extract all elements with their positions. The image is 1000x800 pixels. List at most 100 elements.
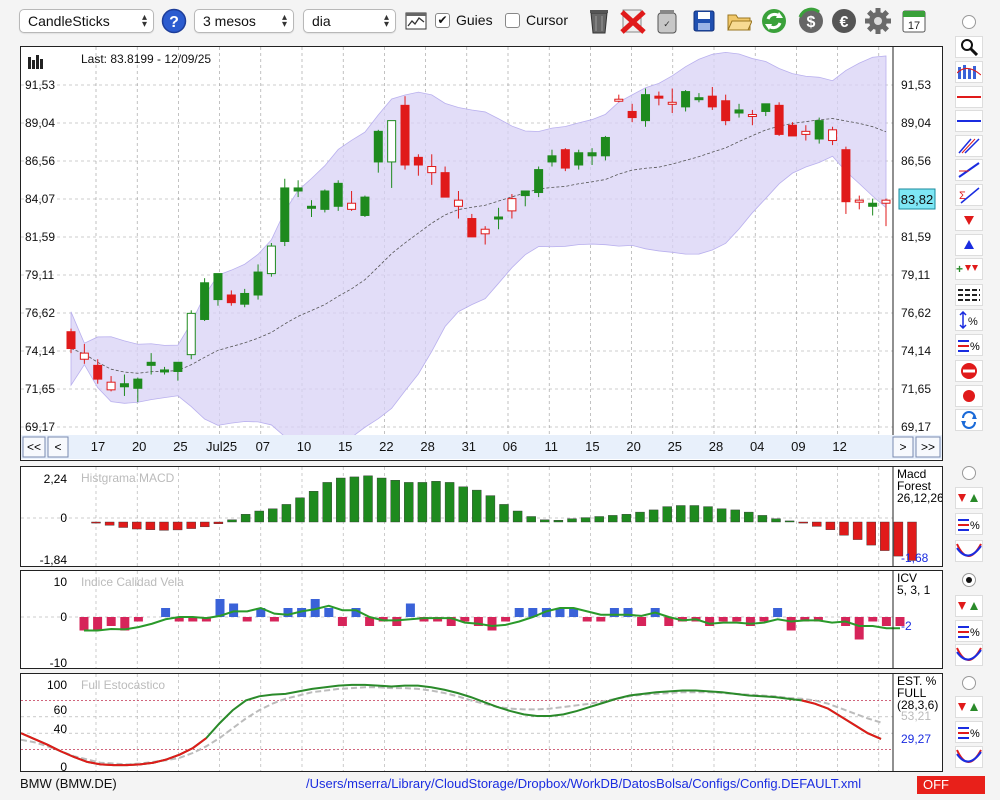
horizontal-red-line-button[interactable]	[955, 86, 983, 108]
cursor-checkbox[interactable]	[505, 12, 520, 28]
icv-bar	[446, 617, 456, 626]
candle	[240, 288, 250, 308]
nav-first-button[interactable]	[22, 436, 46, 458]
icv-bar	[310, 599, 320, 617]
price-chart-panel[interactable]: Last: 83.8199 - 12/09/25 91,53 91,53 89,04…	[20, 46, 943, 461]
trash-button[interactable]	[584, 6, 614, 36]
help-button[interactable]: ?	[159, 6, 189, 36]
percent-lines-button[interactable]: %	[955, 334, 983, 356]
icv-bar	[745, 617, 755, 626]
stochastic-signals-button[interactable]	[955, 696, 983, 718]
candlestick-chart[interactable]: Last: 83.8199 - 12/09/25 91,53 91,53 89,04…	[21, 47, 942, 460]
add-signals-button[interactable]: +	[955, 258, 983, 280]
delete-button[interactable]	[618, 6, 648, 36]
stochastic-percent-button[interactable]: %	[955, 721, 983, 743]
stochastic-d-line	[20, 686, 882, 766]
calendar-icon: 17	[902, 10, 926, 33]
interval-select[interactable]: dia ▴ ▾	[303, 9, 396, 33]
horizontal-blue-line-button[interactable]	[955, 110, 983, 132]
icv-chart[interactable]: Indice Calidad Vela 10 0 -10 ICV 5, 3, 1…	[21, 571, 942, 670]
settings-button[interactable]	[863, 6, 893, 36]
icv-bar	[106, 617, 116, 626]
icv-bar	[582, 617, 592, 622]
save-button[interactable]	[689, 6, 719, 36]
clear-drawings-button[interactable]	[955, 360, 983, 382]
chart-window-button[interactable]	[401, 6, 431, 36]
stochastic-panel[interactable]: Full Estocastico 100 60 40 0 EST. % FULL…	[20, 673, 943, 774]
icv-bar	[79, 617, 89, 631]
candle	[333, 180, 343, 211]
cursor-toggle[interactable]: Cursor	[505, 12, 568, 28]
date-label: 15	[338, 439, 352, 454]
svg-text:✓: ✓	[663, 19, 671, 29]
buy-signal-button[interactable]	[955, 234, 983, 256]
open-folder-button[interactable]	[724, 6, 754, 36]
nav-prev-button[interactable]	[47, 436, 69, 458]
macd-panel[interactable]: Histgrama MACD 2,24 0 -1,84 Macd Forest …	[20, 466, 944, 567]
macd-bar	[363, 475, 373, 523]
bar-tool-button[interactable]	[955, 61, 983, 83]
icv-percent-button[interactable]: %	[955, 620, 983, 642]
macd-bar	[703, 506, 713, 523]
macd-percent-button[interactable]: %	[955, 513, 983, 535]
swap-button[interactable]	[955, 409, 983, 431]
candle	[587, 148, 597, 165]
off-status-button[interactable]: OFF	[917, 776, 985, 794]
macd-histogram[interactable]: Histgrama MACD 2,24 0 -1,84 Macd Forest …	[21, 467, 944, 567]
channel-tool-button[interactable]	[955, 135, 983, 157]
candle	[387, 120, 397, 188]
icv-bar	[174, 617, 184, 622]
fibonacci-tool-button[interactable]: Σ	[955, 184, 983, 206]
date-label: 20	[626, 439, 640, 454]
percent-lines-icon: %	[958, 519, 980, 532]
chevron-updown-icon: ▴ ▾	[281, 12, 287, 30]
main-panel-radio[interactable]	[962, 15, 976, 29]
percent-range-button[interactable]: %	[955, 309, 983, 331]
price-tick-right: 91,53	[901, 78, 931, 92]
candle	[747, 109, 757, 126]
price-tick-left: 69,17	[25, 420, 55, 434]
price-tick-left: 84,07	[25, 192, 55, 206]
zoom-tool-button[interactable]	[955, 36, 983, 58]
candle	[133, 377, 143, 403]
config-path-link[interactable]: /Users/mserra/Library/CloudStorage/Dropb…	[306, 776, 862, 791]
stochastic-k-line	[20, 683, 882, 767]
stochastic-panel-radio[interactable]	[962, 676, 976, 690]
icv-signals-button[interactable]	[955, 595, 983, 617]
st-tick-0: 0	[60, 760, 67, 771]
euro-convert-button[interactable]: €	[829, 6, 859, 36]
guides-toggle[interactable]: ✔ Guies	[435, 12, 493, 28]
period-select[interactable]: 3 mesos ▴ ▾	[194, 9, 294, 33]
macd-bar	[268, 508, 278, 523]
refresh-button[interactable]	[759, 6, 789, 36]
icv-panel-radio[interactable]	[962, 573, 976, 587]
candle	[560, 148, 570, 172]
price-tick-left: 91,53	[25, 78, 55, 92]
nav-next-button[interactable]	[892, 436, 914, 458]
current-price-badge	[898, 188, 936, 210]
nav-last-button[interactable]	[915, 436, 941, 458]
macd-signals-button[interactable]	[955, 487, 983, 509]
icv-panel[interactable]: Indice Calidad Vela 10 0 -10 ICV 5, 3, 1…	[20, 570, 943, 670]
gear-icon	[865, 8, 891, 34]
icv-bar	[718, 617, 728, 622]
macd-bar	[213, 521, 224, 524]
macd-curve-button[interactable]	[955, 540, 983, 562]
sell-signal-button[interactable]	[955, 209, 983, 231]
record-button[interactable]	[955, 385, 983, 407]
macd-panel-radio[interactable]	[962, 466, 976, 480]
grid-lines-button[interactable]	[955, 284, 983, 306]
icv-curve-button[interactable]	[955, 644, 983, 666]
save-as-button[interactable]: ✓	[652, 6, 682, 36]
stochastic-title: Full Estocastico	[81, 678, 165, 692]
calendar-button[interactable]: 17	[899, 6, 929, 36]
stochastic-curve-button[interactable]	[955, 746, 983, 768]
guides-checkbox[interactable]: ✔	[435, 12, 450, 28]
dollar-convert-button[interactable]: $	[796, 6, 826, 36]
candle	[774, 102, 784, 136]
stochastic-chart[interactable]: Full Estocastico 100 60 40 0 EST. % FULL…	[20, 674, 942, 774]
trendline-tool-button[interactable]	[955, 159, 983, 181]
chart-type-select[interactable]: CandleSticks ▴ ▾	[19, 9, 154, 33]
candle	[146, 353, 156, 375]
svg-text:+: +	[956, 262, 963, 276]
